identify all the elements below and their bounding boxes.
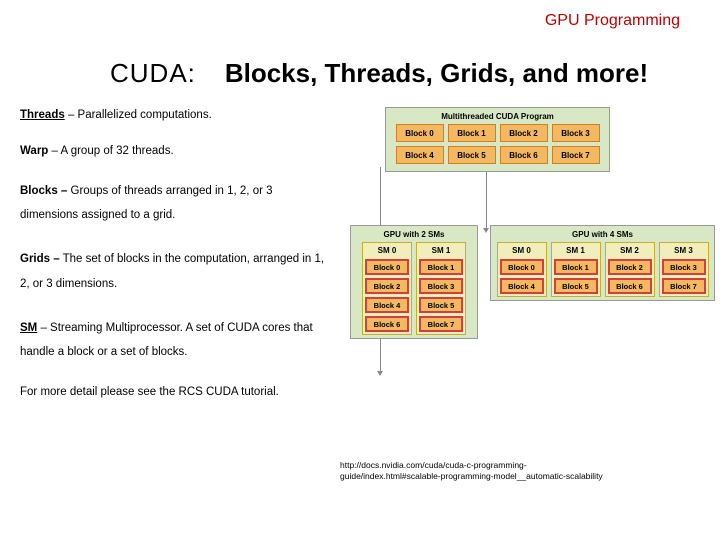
text-grids: The set of blocks in the computation, ar…	[20, 253, 324, 289]
program-row-2: Block 4 Block 5 Block 6 Block 7	[389, 146, 606, 164]
page-header: GPU Programming	[0, 0, 720, 30]
sm-block: Block 1	[419, 259, 463, 275]
sm-label: SM 2	[620, 245, 639, 256]
sm-column: SM 1 Block 1 Block 5	[551, 242, 601, 297]
block-cell: Block 3	[552, 124, 600, 142]
def-grids: Grids – The set of blocks in the computa…	[20, 247, 330, 295]
gpu-4sm-box: GPU with 4 SMs SM 0 Block 0 Block 4 SM 1…	[490, 225, 715, 301]
def-blocks: Blocks – Groups of threads arranged in 1…	[20, 179, 330, 227]
block-cell: Block 7	[552, 146, 600, 164]
sm-block: Block 3	[662, 259, 706, 275]
sm-column: SM 2 Block 2 Block 6	[605, 242, 655, 297]
sm-block: Block 2	[365, 278, 409, 294]
term-threads: Threads	[20, 109, 65, 121]
block-cell: Block 4	[396, 146, 444, 164]
gpu-2sm-box: GPU with 2 SMs SM 0 Block 0 Block 2 Bloc…	[350, 225, 478, 339]
sm-label: SM 0	[512, 245, 531, 256]
sm-column: SM 0 Block 0 Block 4	[497, 242, 547, 297]
block-cell: Block 2	[500, 124, 548, 142]
program-row-1: Block 0 Block 1 Block 2 Block 3	[389, 124, 606, 142]
def-warp: Warp – A group of 32 threads.	[20, 143, 330, 159]
sm-label: SM 1	[566, 245, 585, 256]
sm-column: SM 3 Block 3 Block 7	[659, 242, 709, 297]
sm-block: Block 7	[419, 316, 463, 332]
gpu2-title: GPU with 2 SMs	[354, 229, 474, 242]
sm-label: SM 1	[432, 245, 451, 256]
arrow-to-gpu4	[486, 167, 487, 229]
sm-block: Block 1	[554, 259, 598, 275]
sm-block: Block 3	[419, 278, 463, 294]
title-rest: Blocks, Threads, Grids, and more!	[225, 58, 648, 88]
term-grids: Grids –	[20, 253, 60, 265]
term-warp: Warp	[20, 145, 48, 157]
title-cuda: CUDA:	[110, 58, 196, 88]
term-sm: SM	[20, 322, 37, 334]
def-detail: For more detail please see the RCS CUDA …	[20, 384, 330, 400]
block-cell: Block 1	[448, 124, 496, 142]
sm-block: Block 4	[365, 297, 409, 313]
block-cell: Block 5	[448, 146, 496, 164]
slide-title: CUDA: Blocks, Threads, Grids, and more!	[0, 30, 720, 107]
sm-label: SM 0	[378, 245, 397, 256]
sm-column: SM 0 Block 0 Block 2 Block 4 Block 6	[362, 242, 412, 335]
sm-label: SM 3	[674, 245, 693, 256]
gpu2-sm-row: SM 0 Block 0 Block 2 Block 4 Block 6 SM …	[354, 242, 474, 335]
sm-block: Block 0	[500, 259, 544, 275]
text-warp: – A group of 32 threads.	[48, 145, 173, 157]
block-cell: Block 6	[500, 146, 548, 164]
sm-block: Block 0	[365, 259, 409, 275]
source-url: http://docs.nvidia.com/cuda/cuda-c-progr…	[340, 460, 603, 482]
text-sm: – Streaming Multiprocessor. A set of CUD…	[20, 322, 313, 358]
gpu4-sm-row: SM 0 Block 0 Block 4 SM 1 Block 1 Block …	[494, 242, 711, 297]
block-cell: Block 0	[396, 124, 444, 142]
def-threads: Threads – Parallelized computations.	[20, 107, 330, 123]
sm-block: Block 7	[662, 278, 706, 294]
url-line2: guide/index.html#scalable-programming-mo…	[340, 471, 603, 481]
sm-block: Block 2	[608, 259, 652, 275]
def-sm: SM – Streaming Multiprocessor. A set of …	[20, 316, 330, 364]
gpu4-title: GPU with 4 SMs	[494, 229, 711, 242]
content-area: Threads – Parallelized computations. War…	[0, 107, 720, 420]
url-line1: http://docs.nvidia.com/cuda/cuda-c-progr…	[340, 460, 527, 470]
program-box: Multithreaded CUDA Program Block 0 Block…	[385, 107, 610, 172]
diagram-column: Multithreaded CUDA Program Block 0 Block…	[330, 107, 720, 420]
sm-column: SM 1 Block 1 Block 3 Block 5 Block 7	[416, 242, 466, 335]
text-threads: – Parallelized computations.	[65, 109, 212, 121]
term-blocks: Blocks –	[20, 185, 67, 197]
sm-block: Block 4	[500, 278, 544, 294]
sm-block: Block 5	[554, 278, 598, 294]
definitions-column: Threads – Parallelized computations. War…	[20, 107, 330, 420]
sm-block: Block 5	[419, 297, 463, 313]
sm-block: Block 6	[365, 316, 409, 332]
program-title: Multithreaded CUDA Program	[389, 111, 606, 124]
sm-block: Block 6	[608, 278, 652, 294]
